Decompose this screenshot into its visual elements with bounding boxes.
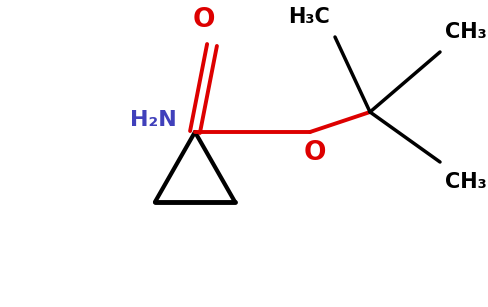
- Text: H₂N: H₂N: [130, 110, 177, 130]
- Text: O: O: [192, 7, 215, 33]
- Text: CH₃: CH₃: [444, 172, 486, 192]
- Text: CH₃: CH₃: [444, 22, 486, 42]
- Text: H₃C: H₃C: [287, 7, 329, 27]
- Text: O: O: [303, 140, 325, 166]
